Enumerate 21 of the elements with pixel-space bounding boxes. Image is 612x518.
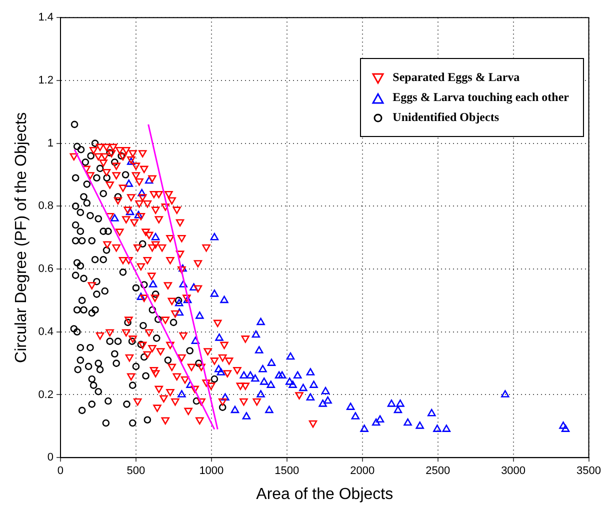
y-tick-label: 1.4 (38, 12, 54, 24)
legend-label: Separated Eggs & Larva (392, 70, 520, 85)
y-tick-label: 0.8 (38, 200, 54, 212)
x-tick-label: 2500 (426, 465, 450, 478)
y-tick-label: 0.6 (38, 263, 54, 276)
x-tick-label: 0 (57, 465, 64, 478)
x-tick-label: 3500 (576, 465, 602, 478)
legend-label: Unidentified Objects (392, 110, 500, 125)
x-tick-label: 3000 (501, 465, 526, 478)
x-tick-label: 1000 (199, 465, 224, 478)
x-tick-label: 500 (126, 465, 146, 478)
x-tick-label: 2000 (350, 465, 375, 478)
y-tick-label: 0.2 (38, 388, 54, 401)
y-tick-label: 0 (47, 452, 54, 464)
x-axis-title: Area of the Objects (256, 486, 394, 503)
x-tick-label: 1500 (274, 465, 300, 478)
legend-label: Eggs & Larva touching each other (392, 90, 569, 105)
y-tick-label: 1.2 (38, 74, 54, 86)
y-axis-title: Circular Degree (PF) of the Objects (13, 112, 30, 363)
y-tick-label: 1 (47, 137, 54, 150)
y-tick-label: 0.4 (38, 326, 54, 338)
